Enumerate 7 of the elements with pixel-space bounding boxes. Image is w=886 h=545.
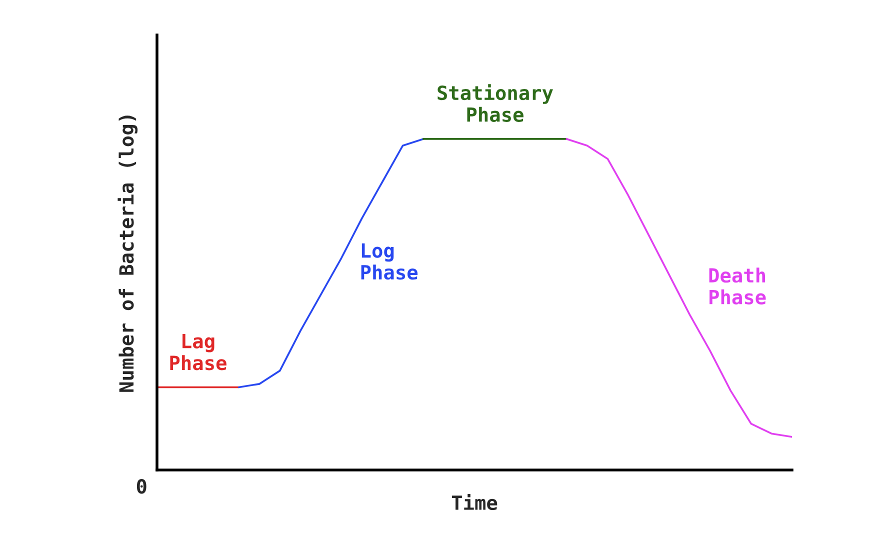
series-label: Death Phase [709, 268, 766, 304]
x-axis-title: Time [452, 494, 498, 510]
series-label: Log Phase [361, 243, 418, 280]
series-label: Lag Phase [170, 334, 226, 370]
series-label: Stationary Phase [438, 84, 553, 122]
text: 0 [136, 479, 146, 494]
y-axis-title: Number of Bacteria (log) [118, 116, 138, 392]
